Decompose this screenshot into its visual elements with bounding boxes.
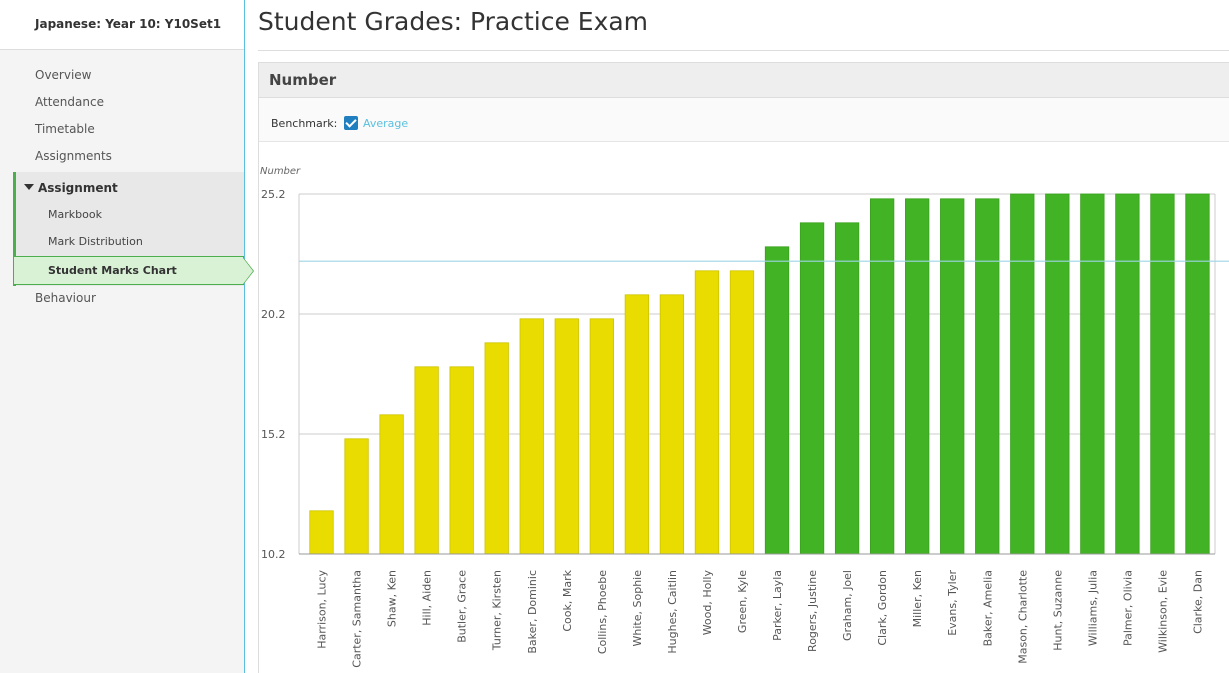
x-tick-label: Baker, Amelia xyxy=(981,570,994,646)
x-tick-label: Carter, Samantha xyxy=(351,570,364,668)
bar xyxy=(1150,193,1175,555)
bar xyxy=(309,510,334,555)
bar xyxy=(379,414,404,555)
x-tick-label: Mason, Charlotte xyxy=(1016,570,1029,664)
x-tick-label: Miller, Ken xyxy=(911,570,924,627)
x-tick-label: Butler, Grace xyxy=(456,570,469,643)
bar xyxy=(624,294,650,555)
benchmark-row: Benchmark: Average xyxy=(258,98,1229,142)
bar xyxy=(729,270,755,555)
x-tick-label: Parker, Layla xyxy=(771,570,784,641)
bar xyxy=(1185,193,1210,555)
chart-svg: Number 25.2 20.2 15.2 10.2 Harrison, Lucy Car… xyxy=(260,166,1229,668)
sidebar-group-header[interactable]: Assignment xyxy=(24,181,118,195)
x-tick-label: Rogers, Justine xyxy=(806,570,819,652)
bar xyxy=(449,366,474,555)
bar xyxy=(1080,193,1105,555)
y-tick-label: 15.2 xyxy=(261,428,286,441)
x-tick-label: Baker, Dominic xyxy=(526,570,539,654)
course-title: Japanese: Year 10: Y10Set1 xyxy=(0,0,244,50)
student-marks-chart: Number 25.2 20.2 15.2 10.2 Harrison, Lucy Car… xyxy=(258,142,1229,673)
sidebar-item-assignments[interactable]: Assignments xyxy=(35,149,112,163)
title-divider xyxy=(258,50,1229,51)
bar xyxy=(659,294,685,555)
bar xyxy=(764,246,790,555)
caret-down-icon xyxy=(24,184,34,190)
bar xyxy=(869,198,895,555)
sidebar-group-label: Assignment xyxy=(38,181,118,195)
bar xyxy=(519,318,544,555)
sidebar-item-student-marks-chart[interactable]: Student Marks Chart xyxy=(13,256,244,285)
y-tick-label: 20.2 xyxy=(261,308,286,321)
panel-header: Number xyxy=(258,62,1229,98)
benchmark-label: Benchmark: xyxy=(271,117,338,130)
sidebar-item-markbook[interactable]: Markbook xyxy=(48,208,102,221)
bar xyxy=(344,438,369,555)
x-tick-label: Green, Kyle xyxy=(736,570,749,633)
x-tick-label: Hughes, Caitlin xyxy=(666,570,679,654)
bar xyxy=(834,222,860,555)
x-tick-label: Evans, Tyler xyxy=(946,570,959,636)
page-title: Student Grades: Practice Exam xyxy=(258,7,649,36)
y-tick-label: 25.2 xyxy=(261,188,286,201)
panel-title: Number xyxy=(269,71,337,89)
active-pointer-arrow-fill xyxy=(243,258,253,284)
sidebar-item-attendance[interactable]: Attendance xyxy=(35,95,104,109)
x-tick-label: Wilkinson, Evie xyxy=(1156,570,1169,653)
x-tick-label: Cook, Mark xyxy=(561,569,574,631)
x-tick-label: Palmer, Olivia xyxy=(1121,570,1134,646)
sidebar-item-mark-distribution[interactable]: Mark Distribution xyxy=(48,235,143,248)
sidebar-item-overview[interactable]: Overview xyxy=(35,68,92,82)
x-tick-label: Wood, Holly xyxy=(701,570,714,636)
y-axis-title: Number xyxy=(260,166,301,177)
x-tick-label: Shaw, Ken xyxy=(386,570,399,627)
x-tick-label: Williams, Julia xyxy=(1086,570,1099,646)
benchmark-average-label[interactable]: Average xyxy=(363,117,409,130)
y-tick-label: 10.2 xyxy=(261,548,286,561)
bar xyxy=(694,270,720,555)
bar xyxy=(799,222,825,555)
bar xyxy=(905,198,930,555)
x-tick-label: Hill, Aiden xyxy=(421,570,434,626)
bar xyxy=(589,318,614,555)
bar xyxy=(554,318,579,555)
bar xyxy=(940,198,965,555)
bar xyxy=(1045,193,1070,555)
sidebar-item-timetable[interactable]: Timetable xyxy=(35,122,95,136)
course-title-text: Japanese: Year 10: Y10Set1 xyxy=(35,17,222,31)
bar xyxy=(975,198,1000,555)
x-tick-label: Clarke, Dan xyxy=(1191,570,1204,634)
x-tick-label: White, Sophie xyxy=(631,570,644,647)
x-tick-label: Graham, Joel xyxy=(841,570,854,641)
bar xyxy=(1115,193,1140,555)
sidebar-item-behaviour[interactable]: Behaviour xyxy=(35,291,96,305)
benchmark-average-checkbox[interactable] xyxy=(344,116,358,130)
x-tick-label: Hunt, Suzanne xyxy=(1051,570,1064,651)
bar xyxy=(1010,193,1035,555)
x-tick-label: Clark, Gordon xyxy=(876,570,889,646)
x-tick-label: Turner, Kirsten xyxy=(491,570,504,651)
bar xyxy=(484,342,509,555)
bar xyxy=(414,366,439,555)
sidebar: Japanese: Year 10: Y10Set1 Overview Atte… xyxy=(0,0,254,673)
x-tick-label: Collins, Phoebe xyxy=(596,570,609,654)
x-tick-label: Harrison, Lucy xyxy=(316,570,329,649)
sidebar-item-active-label: Student Marks Chart xyxy=(48,264,177,277)
